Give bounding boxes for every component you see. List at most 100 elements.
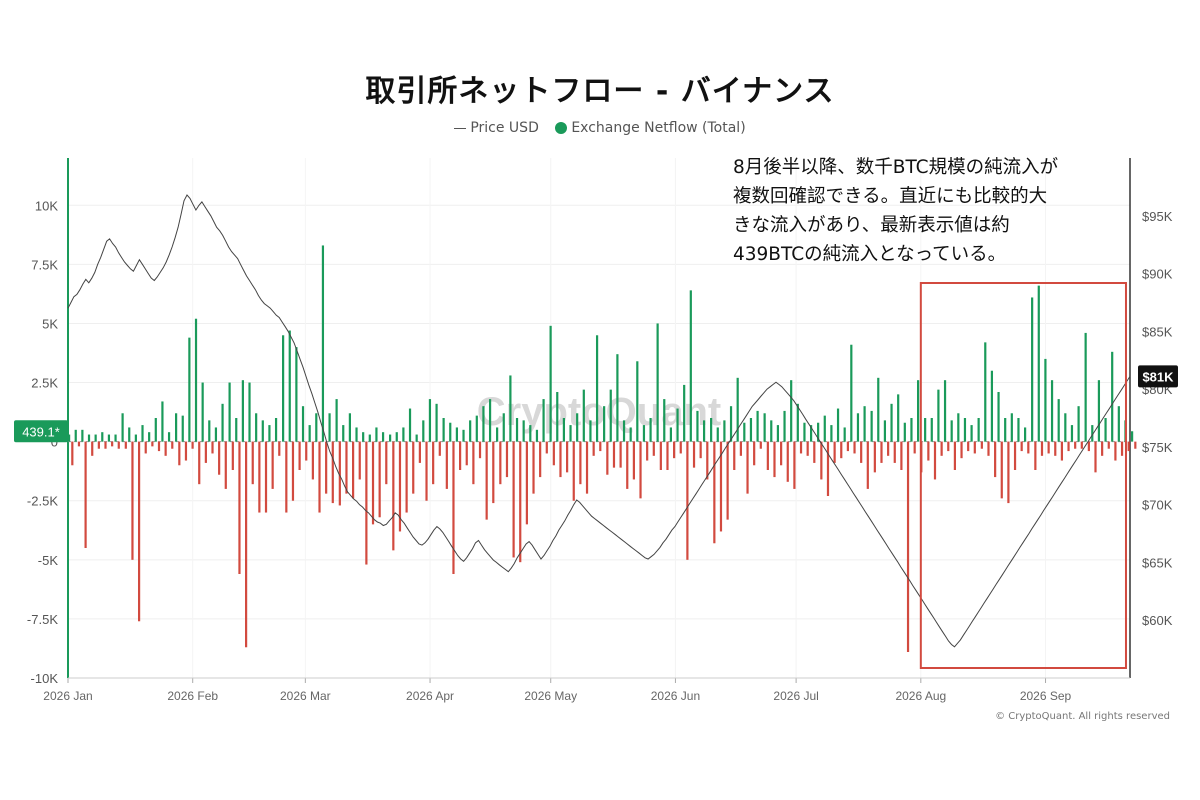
netflow-bar-positive	[475, 415, 478, 442]
netflow-bar-positive	[288, 330, 291, 442]
x-tick-label: 2026 Jul	[773, 689, 818, 703]
netflow-bar-negative	[298, 441, 301, 470]
netflow-bar-negative	[866, 441, 869, 489]
netflow-bar-positive	[1117, 406, 1120, 442]
netflow-bar-negative	[445, 441, 448, 489]
netflow-bar-positive	[389, 434, 392, 442]
netflow-bar-negative	[739, 441, 742, 456]
netflow-bar-positive	[977, 418, 980, 442]
netflow-bar-positive	[342, 425, 345, 442]
price-current-tag: $81K	[1138, 365, 1178, 388]
netflow-bar-positive	[870, 410, 873, 442]
netflow-bar-positive	[148, 432, 151, 442]
netflow-bar-negative	[352, 441, 355, 499]
netflow-bar-positive	[710, 418, 713, 442]
netflow-bar-positive	[1044, 358, 1047, 442]
netflow-bar-positive	[569, 425, 572, 442]
netflow-bar-negative	[271, 441, 274, 489]
netflow-bar-positive	[636, 361, 639, 442]
netflow-bar-negative	[873, 441, 876, 473]
netflow-bar-negative	[258, 441, 261, 513]
legend-item-price[interactable]: Price USD	[454, 120, 539, 136]
netflow-bar-negative	[773, 441, 776, 478]
netflow-bar-positive	[836, 408, 840, 442]
netflow-bar-positive	[763, 413, 766, 442]
netflow-bar-positive	[616, 354, 619, 442]
netflow-bar-positive	[221, 403, 224, 442]
netflow-bar-negative	[472, 441, 475, 485]
y-left-tick-label: -10K	[31, 671, 59, 686]
netflow-bar-negative	[104, 441, 107, 449]
netflow-bar-negative	[385, 441, 388, 485]
netflow-bar-negative	[519, 441, 522, 563]
netflow-bar-negative	[184, 441, 188, 461]
netflow-bar-negative	[719, 441, 723, 532]
netflow-bar-positive	[362, 432, 365, 442]
netflow-bar-negative	[512, 441, 515, 558]
y-left-tick-label: 10K	[35, 198, 58, 213]
legend-item-netflow[interactable]: Exchange Netflow (Total)	[555, 120, 746, 136]
netflow-bar-positive	[957, 413, 960, 442]
netflow-bar-positive	[776, 425, 780, 442]
netflow-bar-negative	[131, 441, 134, 560]
netflow-bar-positive	[268, 425, 271, 442]
netflow-bar-positive	[255, 413, 258, 442]
netflow-bar-positive	[1077, 406, 1080, 442]
netflow-bar-negative	[525, 441, 528, 525]
netflow-bar-negative	[325, 441, 328, 494]
netflow-bar-negative	[699, 441, 702, 459]
netflow-bar-positive	[101, 432, 104, 442]
netflow-bar-negative	[659, 441, 662, 470]
netflow-bar-negative	[77, 441, 81, 447]
netflow-bar-positive	[937, 389, 940, 442]
netflow-bar-negative	[980, 441, 983, 449]
netflow-bar-positive	[161, 401, 164, 442]
netflow-bar-positive	[649, 418, 652, 442]
netflow-bar-negative	[572, 441, 575, 501]
netflow-bar-positive	[375, 427, 378, 442]
netflow-bar-negative	[913, 441, 916, 454]
netflow-bar-negative	[211, 441, 214, 454]
netflow-bar-positive	[790, 380, 793, 442]
netflow-bar-positive	[141, 425, 144, 442]
netflow-bar-positive	[1091, 425, 1094, 442]
x-tick-label: 2026 Aug	[895, 689, 946, 703]
netflow-bar-negative	[238, 441, 241, 574]
netflow-bar-positive	[850, 344, 853, 442]
netflow-bar-negative	[820, 441, 823, 480]
netflow-bar-negative	[1054, 441, 1057, 456]
netflow-bar-negative	[652, 441, 655, 456]
price-current-label: $81K	[1142, 369, 1174, 384]
netflow-bar-negative	[679, 441, 682, 454]
netflow-bar-negative	[144, 441, 147, 454]
netflow-bar-negative	[245, 441, 248, 648]
netflow-bar-positive	[823, 415, 826, 442]
netflow-bar-negative	[793, 441, 796, 489]
netflow-bar-negative	[178, 441, 181, 466]
netflow-bar-positive	[1097, 380, 1101, 442]
netflow-bar-negative	[1120, 441, 1124, 456]
netflow-bar-negative	[331, 441, 334, 504]
netflow-bar-positive	[368, 434, 371, 442]
netflow-bar-negative	[164, 441, 167, 456]
netflow-bar-positive	[883, 420, 887, 442]
netflow-bar-negative	[1013, 441, 1017, 470]
netflow-bar-positive	[1070, 425, 1074, 442]
netflow-bar-negative	[111, 441, 114, 447]
y-right-tick-label: $90K	[1142, 267, 1173, 282]
netflow-bar-negative	[746, 441, 749, 494]
netflow-bar-positive	[856, 413, 860, 442]
netflow-bar-negative	[405, 441, 408, 513]
netflow-bar-positive	[1064, 413, 1067, 442]
netflow-bar-negative	[378, 441, 381, 518]
netflow-bar-positive	[696, 410, 699, 442]
netflow-bar-positive	[248, 382, 251, 442]
netflow-bar-negative	[218, 441, 221, 475]
netflow-bar-negative	[1107, 441, 1110, 449]
netflow-bar-negative	[799, 441, 803, 454]
annotation-line: 複数回確認できる。直近にも比較的大	[733, 186, 1048, 207]
netflow-bar-negative	[117, 441, 120, 449]
netflow-bar-positive	[663, 399, 666, 442]
netflow-bar-positive	[107, 434, 111, 442]
